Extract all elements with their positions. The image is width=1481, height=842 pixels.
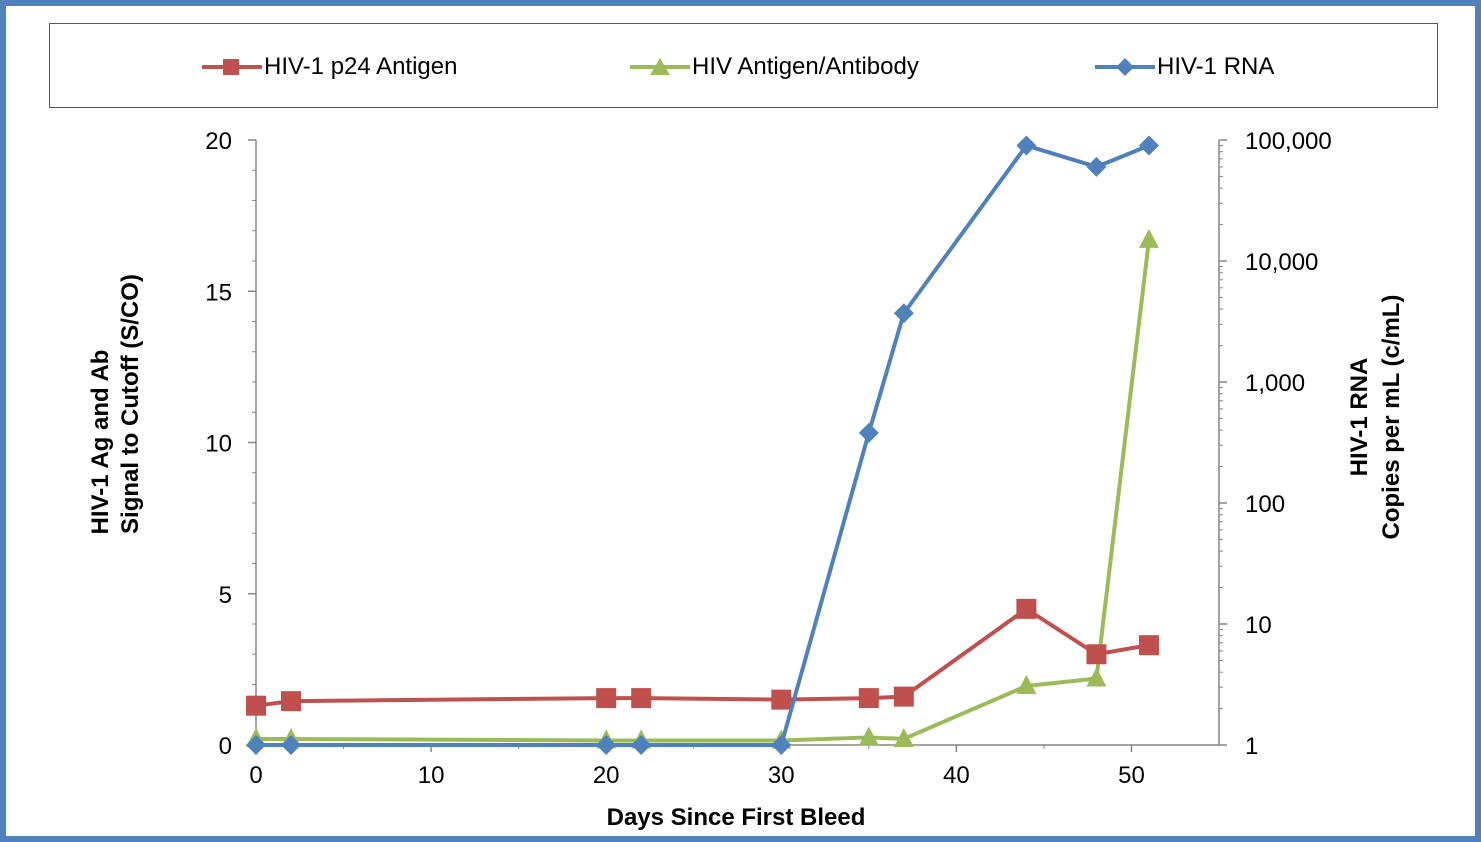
x-axis-title: Days Since First Bleed — [607, 804, 866, 831]
data-point-hiv-1-p24-antigen — [1086, 644, 1107, 665]
y-right-tick-label: 1,000 — [1245, 370, 1305, 397]
data-point-hiv-1-rna — [246, 735, 266, 755]
axes: 0 10 20 30 40 50 0 5 10 15 20 1 10 100 1,000 10,000 100,… — [205, 128, 1331, 789]
chart-legend: HIV-1 p24 Antigen HIV Antigen/Antibody H… — [49, 23, 1438, 108]
data-point-hiv-1-p24-antigen — [631, 688, 652, 709]
y-right-tick-label: 100 — [1245, 491, 1285, 518]
series-line-hiv-antigen-antibody — [256, 239, 1151, 743]
series-line-hiv-1-p24-antigen — [255, 606, 1150, 708]
y-left-tick-label: 10 — [205, 431, 232, 458]
data-point-hiv-1-p24-antigen — [246, 695, 266, 716]
series-hiv-antigen-antibody — [246, 228, 1159, 749]
y-left-tick-label: 20 — [205, 128, 232, 155]
series-line-hiv-1-rna — [256, 143, 1150, 747]
y-right-tick-label: 1 — [1245, 733, 1258, 760]
x-tick-label: 50 — [1118, 762, 1145, 789]
legend-item-p24-antigen: HIV-1 p24 Antigen — [202, 24, 457, 109]
x-tick-label: 10 — [418, 762, 445, 789]
y-right-axis-title-line1: HIV-1 RNA — [1346, 358, 1373, 477]
data-point-hiv-1-rna — [771, 735, 792, 755]
data-point-hiv-1-rna — [1086, 156, 1107, 177]
data-point-hiv-1-p24-antigen — [858, 688, 879, 709]
y-right-tick-label: 10,000 — [1245, 249, 1318, 276]
y-right-tick-label: 10 — [1245, 612, 1272, 639]
data-point-hiv-1-rna — [1138, 135, 1159, 156]
data-point-hiv-1-p24-antigen — [281, 691, 302, 712]
data-point-hiv-1-rna — [631, 735, 652, 755]
legend-label-hiv1-rna: HIV-1 RNA — [1157, 52, 1275, 80]
data-point-hiv-1-rna — [1016, 135, 1037, 156]
data-point-hiv-antigen-antibody — [893, 727, 914, 747]
data-point-hiv-antigen-antibody — [1138, 228, 1159, 248]
data-point-hiv-1-rna — [893, 303, 914, 324]
data-point-hiv-antigen-antibody — [1016, 675, 1037, 695]
x-tick-label: 30 — [768, 762, 795, 789]
data-point-hiv-1-p24-antigen — [1138, 635, 1159, 656]
legend-swatch-hiv1-rna — [1095, 57, 1155, 76]
data-point-hiv-1-p24-antigen — [1016, 598, 1037, 619]
x-tick-label: 20 — [593, 762, 620, 789]
legend-swatch-p24-antigen — [202, 58, 262, 75]
series-hiv-1-p24-antigen — [246, 598, 1159, 716]
data-point-hiv-1-p24-antigen — [771, 689, 792, 710]
data-point-hiv-1-rna — [281, 735, 302, 755]
series-layer — [246, 135, 1159, 755]
y-right-tick-label: 100,000 — [1245, 128, 1332, 155]
data-point-hiv-antigen-antibody — [1086, 667, 1107, 687]
series-hiv-1-rna — [246, 135, 1159, 755]
y-left-tick-label: 5 — [219, 582, 232, 609]
x-tick-label: 0 — [249, 762, 262, 789]
y-right-axis-title-line2: Copies per mL (c/mL) — [1378, 295, 1405, 540]
legend-label-p24-antigen: HIV-1 p24 Antigen — [264, 52, 458, 80]
y-left-axis-title-line2: Signal to Cutoff (S/CO) — [117, 274, 144, 534]
legend-item-antigen-antibody: HIV Antigen/Antibody — [630, 24, 919, 109]
y-left-tick-label: 0 — [219, 733, 232, 760]
legend-swatch-antigen-antibody — [630, 57, 690, 75]
data-point-hiv-1-rna — [858, 422, 879, 443]
x-tick-label: 40 — [943, 762, 970, 789]
y-left-tick-label: 15 — [205, 279, 232, 306]
data-point-hiv-1-p24-antigen — [893, 686, 914, 707]
legend-item-hiv1-rna: HIV-1 RNA — [1095, 24, 1274, 109]
y-left-axis-title-line1: HIV-1 Ag and Ab — [87, 350, 114, 535]
data-point-hiv-1-p24-antigen — [596, 688, 617, 709]
data-point-hiv-antigen-antibody — [858, 726, 879, 746]
data-point-hiv-1-rna — [596, 735, 617, 755]
legend-label-antigen-antibody: HIV Antigen/Antibody — [692, 52, 919, 80]
